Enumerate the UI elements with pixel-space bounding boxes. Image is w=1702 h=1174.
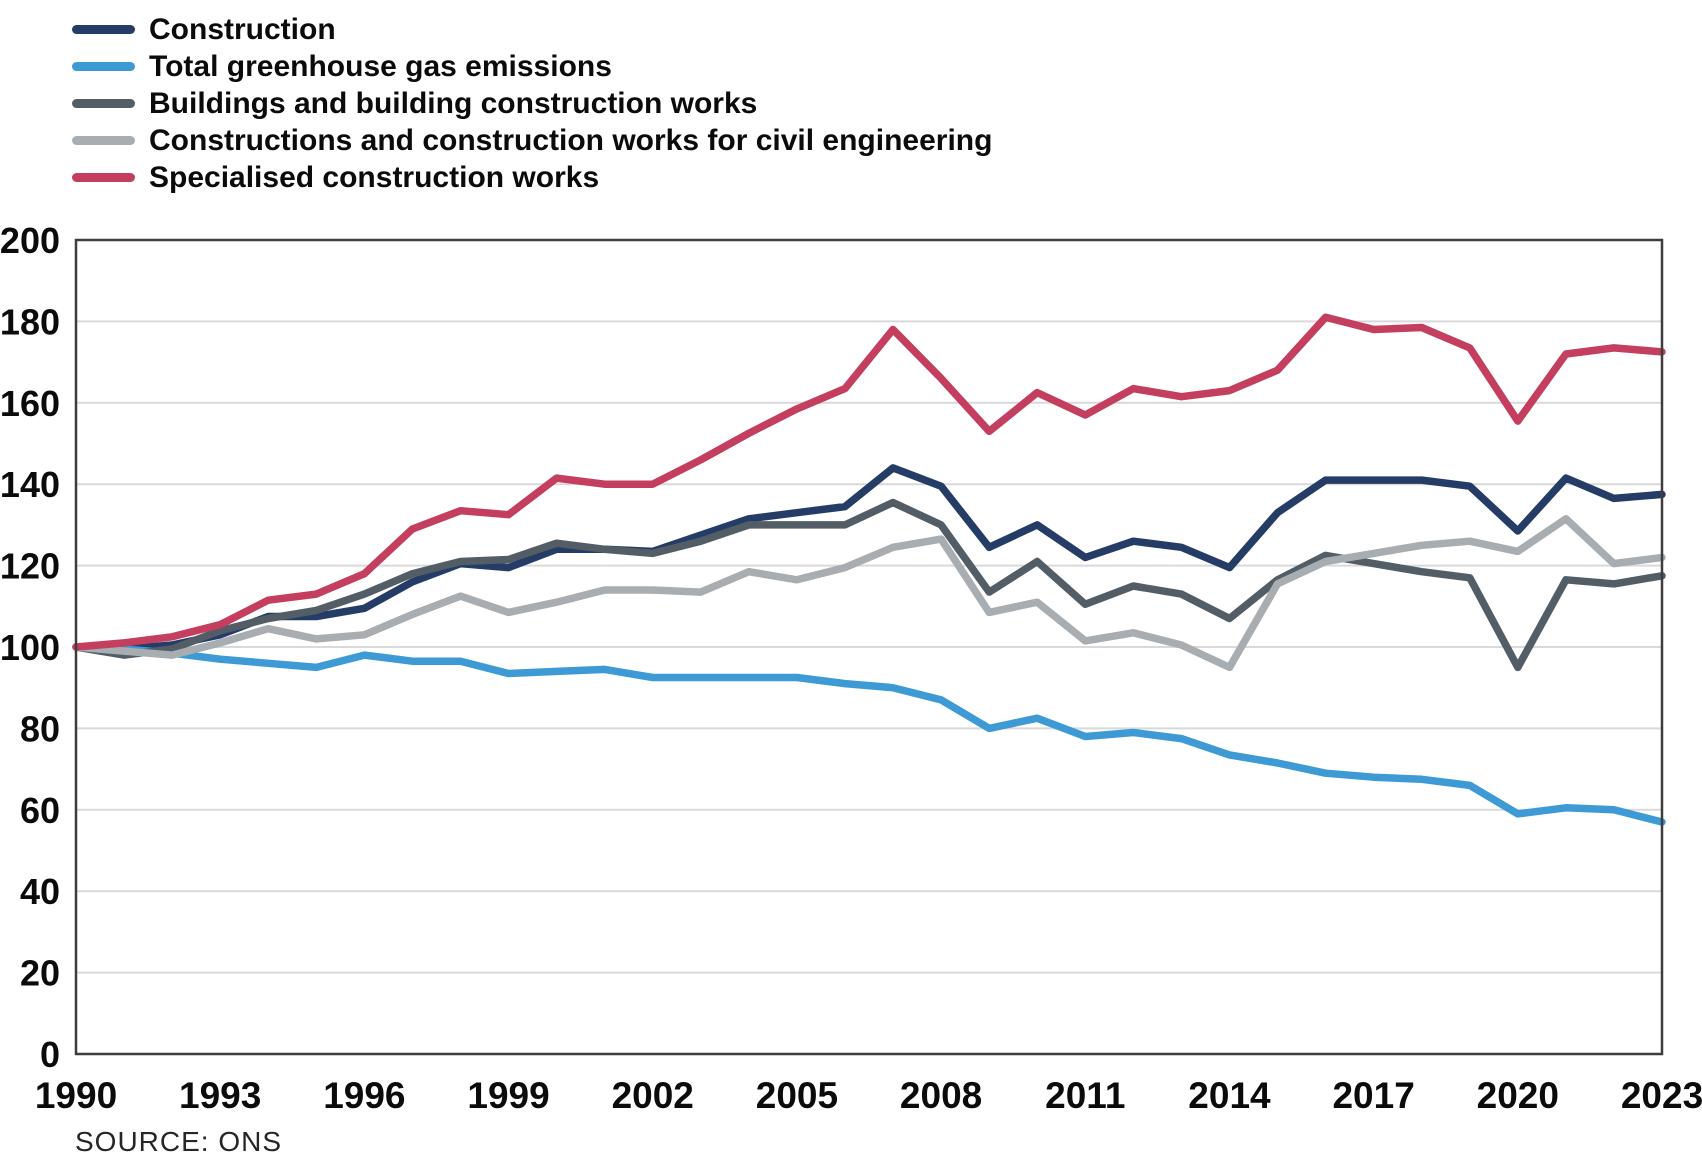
y-tick-label: 60	[20, 790, 60, 831]
legend-label: Construction	[149, 12, 336, 46]
legend-item-2: Buildings and building construction work…	[72, 85, 992, 122]
x-tick-label: 2005	[756, 1075, 838, 1116]
plot-border	[74, 238, 1664, 1056]
series-line-4	[72, 313, 1666, 651]
series-line-1	[72, 643, 1666, 826]
legend-item-0: Construction	[72, 11, 992, 48]
y-tick-label: 40	[20, 871, 60, 912]
legend: Construction Total greenhouse gas emissio…	[72, 11, 992, 196]
y-tick-label: 140	[0, 464, 60, 505]
legend-swatch-icon	[72, 173, 135, 182]
x-tick-label: 2014	[1188, 1075, 1271, 1116]
x-tick-label: 2017	[1332, 1075, 1414, 1116]
series-line-0	[72, 464, 1666, 653]
x-tick-label: 2023	[1621, 1075, 1702, 1116]
y-tick-label: 0	[40, 1034, 60, 1075]
legend-swatch-icon	[72, 62, 135, 71]
series-line-2	[72, 498, 1666, 672]
y-tick-label: 80	[20, 708, 60, 749]
legend-label: Specialised construction works	[149, 160, 600, 194]
x-tick-label: 1990	[35, 1075, 117, 1116]
legend-item-4: Specialised construction works	[72, 159, 992, 196]
legend-label: Total greenhouse gas emissions	[149, 49, 612, 83]
x-tick-label: 1993	[179, 1075, 261, 1116]
legend-item-3: Constructions and construction works for…	[72, 122, 992, 159]
y-tick-label: 20	[20, 953, 60, 994]
source-note: SOURCE: ONS	[75, 1126, 283, 1157]
x-tick-label: 2002	[612, 1075, 694, 1116]
legend-label: Constructions and construction works for…	[149, 123, 993, 157]
legend-item-1: Total greenhouse gas emissions	[72, 48, 992, 85]
y-tick-label: 120	[0, 546, 60, 587]
y-tick-label: 180	[0, 301, 60, 342]
legend-swatch-icon	[72, 136, 135, 145]
legend-label: Buildings and building construction work…	[149, 86, 758, 120]
y-tick-label: 200	[0, 220, 60, 261]
legend-swatch-icon	[72, 25, 135, 34]
x-tick-label: 2011	[1045, 1075, 1125, 1116]
series-line-3	[72, 515, 1666, 672]
y-tick-label: 100	[0, 627, 60, 668]
y-tick-label: 160	[0, 383, 60, 424]
x-tick-label: 1996	[323, 1075, 405, 1116]
legend-swatch-icon	[72, 99, 135, 108]
x-tick-label: 2020	[1477, 1075, 1559, 1116]
x-tick-label: 1999	[467, 1075, 549, 1116]
x-tick-label: 2008	[900, 1075, 982, 1116]
